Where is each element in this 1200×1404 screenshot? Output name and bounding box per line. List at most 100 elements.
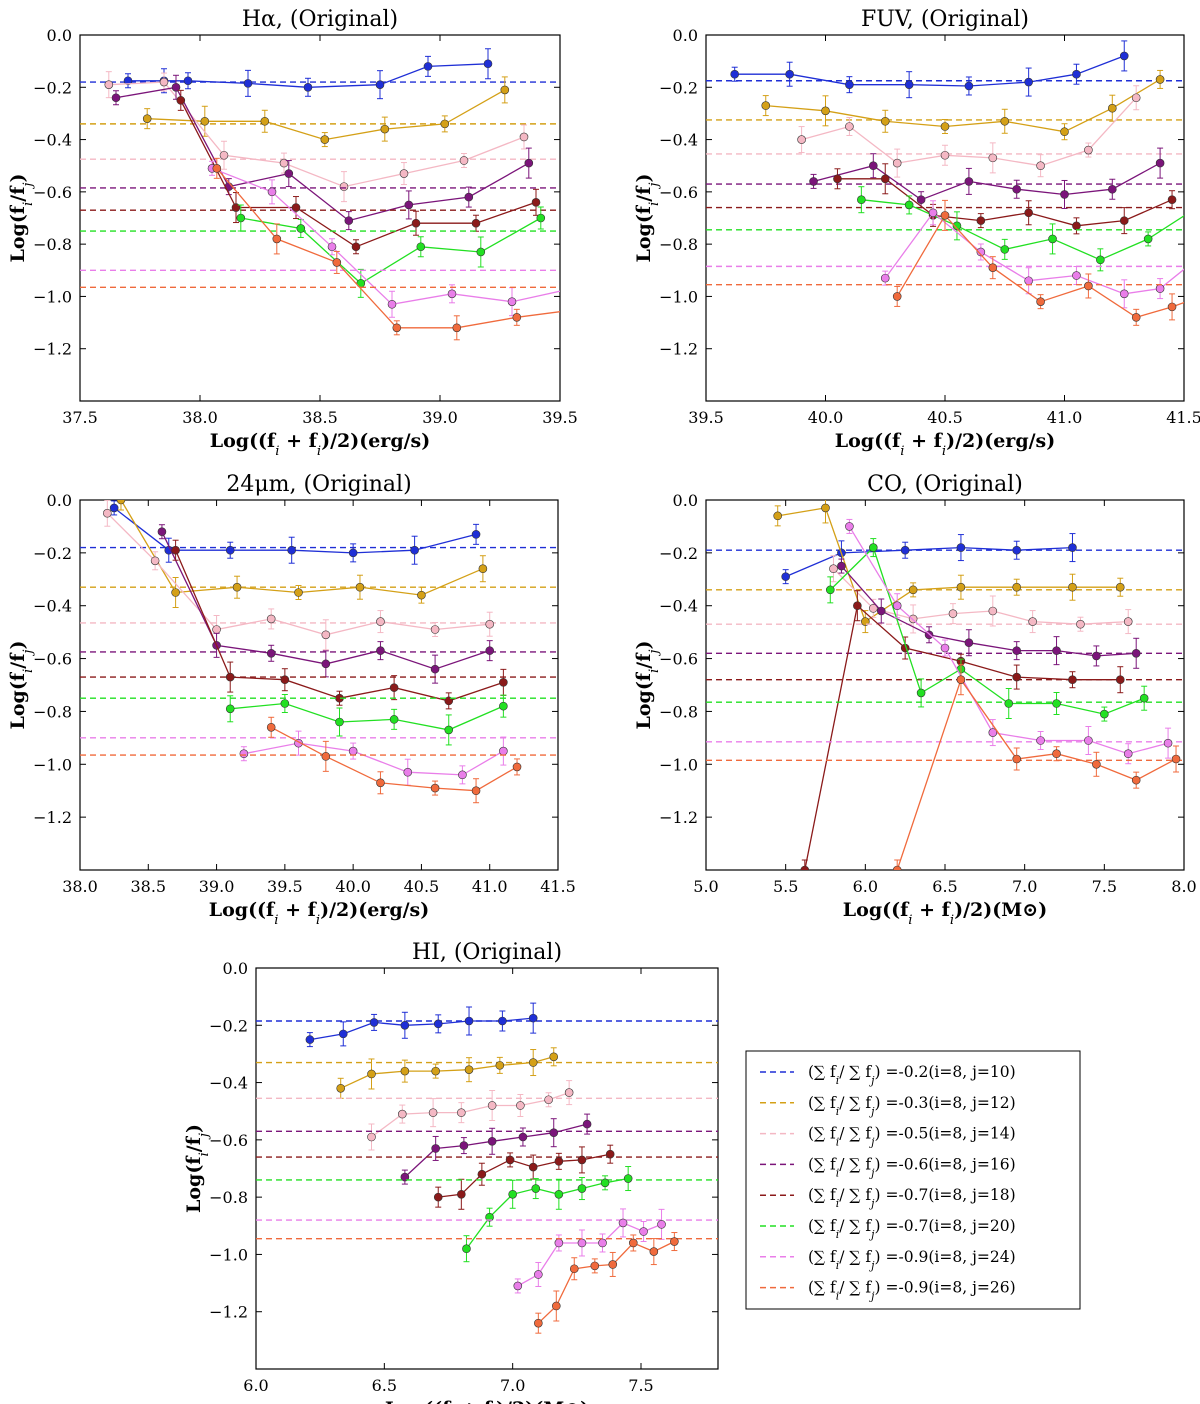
y-tick-label: −0.4 xyxy=(209,1074,248,1093)
x-tick-label: 40.5 xyxy=(927,408,963,427)
data-point xyxy=(988,153,998,163)
data-point xyxy=(367,1069,376,1079)
data-point xyxy=(305,1035,315,1044)
data-point xyxy=(781,572,790,581)
data-point xyxy=(623,1174,633,1183)
data-point xyxy=(809,177,818,186)
data-point xyxy=(845,80,854,89)
data-point xyxy=(279,158,289,168)
data-point xyxy=(171,82,181,92)
data-point xyxy=(351,242,361,252)
panel-title: Hα, (Original) xyxy=(242,7,398,32)
data-point xyxy=(332,258,342,267)
data-point xyxy=(267,187,277,197)
data-point xyxy=(1131,775,1141,785)
data-point xyxy=(649,1247,659,1256)
data-point xyxy=(1131,648,1141,658)
y-tick-label: 0.0 xyxy=(673,26,698,45)
x-tick-label: 41.5 xyxy=(1166,408,1200,427)
data-point xyxy=(232,582,242,592)
data-point xyxy=(485,1212,494,1222)
data-point xyxy=(157,527,167,537)
data-point xyxy=(321,752,331,761)
data-point xyxy=(528,1013,538,1023)
data-point xyxy=(534,1318,543,1328)
x-tick-label: 8.0 xyxy=(1171,877,1196,896)
legend: (∑ fi/ ∑ fj) =-0.2(i=8, j=10) (∑ fi/ ∑ fj… xyxy=(745,1050,1081,1310)
x-tick-label: 38.5 xyxy=(302,408,338,427)
data-point xyxy=(103,508,112,518)
data-point xyxy=(294,588,303,597)
data-point xyxy=(618,1218,628,1228)
data-point xyxy=(952,221,962,231)
data-point xyxy=(440,119,450,129)
plot-frame xyxy=(79,499,559,871)
series-line-j=10 xyxy=(785,546,1073,578)
data-point xyxy=(1004,699,1014,708)
y-tick-label: −0.8 xyxy=(659,235,698,254)
data-point xyxy=(447,289,457,299)
series-line-j=24 xyxy=(848,526,1169,755)
x-tick-label: 40.0 xyxy=(808,408,844,427)
data-point xyxy=(499,746,508,756)
y-tick-label: −0.6 xyxy=(659,183,698,202)
data-point xyxy=(400,1172,410,1182)
x-tick-label: 7.0 xyxy=(1012,877,1037,896)
y-tick-label: 0.0 xyxy=(47,491,72,510)
data-point xyxy=(236,213,246,223)
data-point xyxy=(1119,51,1129,61)
panel-title: CO, (Original) xyxy=(867,472,1023,497)
data-point xyxy=(464,1065,474,1074)
series-line-j=20 xyxy=(861,199,1184,261)
data-point xyxy=(1036,161,1045,171)
data-point xyxy=(266,722,276,732)
y-tick-label: −0.2 xyxy=(33,78,72,97)
data-point xyxy=(1084,736,1093,745)
data-point xyxy=(1036,297,1045,306)
legend-label: (∑ fi/ ∑ fj) =-0.3(i=8, j=12) xyxy=(808,1094,1016,1118)
series-line-j=10 xyxy=(309,1017,534,1041)
series-line-j=24 xyxy=(243,742,504,776)
y-tick-label: −1.0 xyxy=(659,287,698,306)
data-point xyxy=(900,545,910,555)
data-point xyxy=(457,1189,466,1199)
data-point xyxy=(116,500,126,505)
data-layer xyxy=(80,500,558,804)
series-line-j=10 xyxy=(734,55,1125,87)
y-tick-label: −0.4 xyxy=(659,597,698,616)
series-line-j=16 xyxy=(115,86,530,222)
data-point xyxy=(225,704,235,714)
x-tick-label: 5.5 xyxy=(773,877,798,896)
data-point xyxy=(605,1149,615,1159)
data-point xyxy=(375,80,385,89)
data-point xyxy=(564,1088,574,1097)
y-tick-label: −1.0 xyxy=(659,755,698,774)
data-point xyxy=(348,746,358,756)
data-point xyxy=(904,80,914,89)
data-point xyxy=(464,192,474,202)
data-point xyxy=(225,672,235,682)
y-tick-label: −0.2 xyxy=(209,1016,248,1035)
data-point xyxy=(880,174,890,184)
data-point xyxy=(928,208,938,218)
data-point xyxy=(458,770,467,780)
data-point xyxy=(940,150,950,160)
data-point xyxy=(577,1238,587,1248)
series-line-j=26 xyxy=(896,214,1184,319)
y-tick-label: −1.2 xyxy=(209,1303,248,1322)
data-point xyxy=(355,582,365,592)
data-point xyxy=(797,135,806,144)
data-point xyxy=(369,1018,379,1027)
data-point xyxy=(892,292,902,301)
data-point xyxy=(430,783,440,793)
data-point xyxy=(1192,256,1200,264)
data-point xyxy=(940,122,950,131)
data-point xyxy=(171,588,180,597)
data-point xyxy=(1052,646,1061,655)
data-point xyxy=(389,715,399,724)
x-tick-label: 5.0 xyxy=(693,877,718,896)
data-point xyxy=(483,59,493,69)
data-point xyxy=(761,101,771,110)
data-point xyxy=(908,585,918,595)
data-point xyxy=(1167,195,1177,204)
